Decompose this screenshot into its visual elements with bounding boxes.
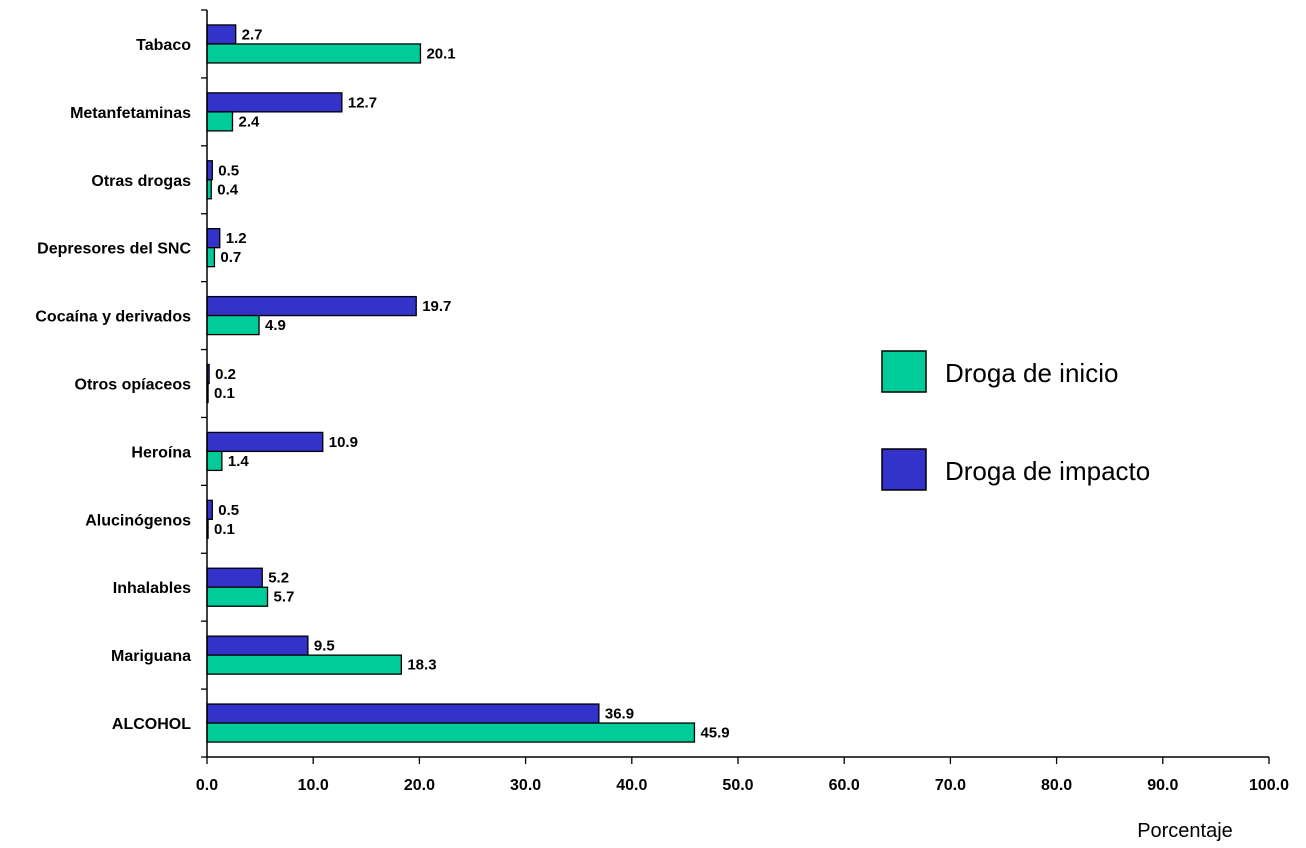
- x-axis-title: Porcentaje: [1137, 820, 1233, 842]
- bar-droga-de-inicio-mariguana: [206, 654, 402, 675]
- x-tick-label: 50.0: [722, 777, 753, 794]
- value-label-droga-de-impacto-heroina: 10.9: [329, 434, 358, 451]
- x-tick-label: 60.0: [829, 777, 860, 794]
- category-label-heroina: Heroína: [131, 444, 191, 461]
- x-tick-label: 20.0: [404, 777, 435, 794]
- value-label-droga-de-inicio-tabaco: 20.1: [426, 45, 455, 62]
- category-label-cocaina-y-derivados: Cocaína y derivados: [35, 309, 191, 326]
- value-label-droga-de-impacto-otras-drogas: 0.5: [218, 162, 239, 179]
- bar-droga-de-inicio-heroina: [206, 450, 223, 472]
- legend-label-droga-de-impacto: Droga de impacto: [945, 456, 1150, 486]
- bar-droga-de-impacto-cocaina-y-derivados: [206, 295, 417, 317]
- value-label-droga-de-inicio-alucinogenos: 0.1: [214, 521, 235, 538]
- value-label-droga-de-impacto-alucinogenos: 0.5: [218, 502, 239, 519]
- bar-droga-de-inicio-metanfetaminas: [206, 111, 234, 132]
- category-label-otras-drogas: Otras drogas: [91, 173, 191, 190]
- category-label-alcohol: ALCOHOL: [112, 716, 191, 733]
- category-label-alucinogenos: Alucinógenos: [85, 512, 191, 529]
- value-label-droga-de-inicio-cocaina-y-derivados: 4.9: [265, 317, 286, 334]
- value-label-droga-de-inicio-depresores-del-snc: 0.7: [220, 249, 241, 266]
- x-tick-label: 90.0: [1147, 777, 1178, 794]
- legend: Droga de inicio Droga de impacto: [881, 350, 1150, 491]
- bar-droga-de-impacto-alcohol: [206, 703, 600, 724]
- value-label-droga-de-impacto-tabaco: 2.7: [242, 26, 263, 43]
- value-label-droga-de-inicio-metanfetaminas: 2.4: [238, 113, 260, 130]
- value-label-droga-de-impacto-inhalables: 5.2: [268, 570, 289, 587]
- value-label-droga-de-inicio-otras-drogas: 0.4: [217, 181, 239, 198]
- category-label-mariguana: Mariguana: [111, 648, 191, 665]
- category-label-depresores-del-snc: Depresores del SNC: [37, 241, 191, 258]
- value-label-droga-de-inicio-heroina: 1.4: [228, 453, 250, 470]
- axis-layer: [201, 9, 1270, 764]
- value-label-droga-de-impacto-metanfetaminas: 12.7: [348, 94, 377, 111]
- value-label-droga-de-inicio-mariguana: 18.3: [407, 657, 436, 674]
- x-tick-label: 40.0: [616, 777, 647, 794]
- bar-droga-de-impacto-inhalables: [206, 567, 263, 588]
- value-label-droga-de-impacto-mariguana: 9.5: [314, 638, 335, 655]
- bars-layer: [206, 24, 696, 743]
- value-label-droga-de-inicio-otros-opiaceos: 0.1: [214, 385, 235, 402]
- value-label-droga-de-impacto-cocaina-y-derivados: 19.7: [422, 298, 451, 315]
- labels-layer: Tabaco 2.7 20.1 Metanfetaminas 12.7 2.4 Otras …: [35, 26, 1289, 794]
- bar-droga-de-inicio-inhalables: [206, 586, 269, 607]
- x-tick-label: 0.0: [196, 777, 218, 794]
- bar-droga-de-inicio-depresores-del-snc: [206, 247, 216, 268]
- bar-droga-de-impacto-alucinogenos: [206, 499, 213, 520]
- bar-droga-de-impacto-depresores-del-snc: [206, 228, 221, 249]
- category-label-tabaco: Tabaco: [136, 37, 191, 54]
- value-label-droga-de-inicio-inhalables: 5.7: [274, 589, 295, 606]
- category-label-otros-opiaceos: Otros opíaceos: [75, 377, 192, 394]
- value-label-droga-de-impacto-depresores-del-snc: 1.2: [226, 230, 247, 247]
- x-tick-label: 10.0: [298, 777, 329, 794]
- bar-droga-de-impacto-tabaco: [206, 24, 237, 45]
- category-label-inhalables: Inhalables: [113, 580, 191, 597]
- bar-droga-de-inicio-alcohol: [206, 722, 696, 743]
- bar-droga-de-impacto-mariguana: [206, 635, 309, 656]
- x-tick-label: 80.0: [1041, 777, 1072, 794]
- x-tick-label: 30.0: [510, 777, 541, 794]
- bar-droga-de-inicio-cocaina-y-derivados: [206, 314, 260, 336]
- legend-swatch-droga-de-impacto: [881, 448, 927, 491]
- bar-droga-de-impacto-otras-drogas: [206, 160, 213, 181]
- bar-droga-de-impacto-metanfetaminas: [206, 92, 343, 113]
- category-label-metanfetaminas: Metanfetaminas: [70, 105, 191, 122]
- value-label-droga-de-inicio-alcohol: 45.9: [700, 725, 729, 742]
- value-label-droga-de-impacto-otros-opiaceos: 0.2: [215, 366, 236, 383]
- legend-swatch-droga-de-inicio: [881, 350, 927, 393]
- bar-droga-de-inicio-tabaco: [206, 43, 422, 64]
- bar-droga-de-impacto-heroina: [206, 431, 324, 453]
- x-tick-label: 100.0: [1249, 777, 1289, 794]
- x-tick-label: 70.0: [935, 777, 966, 794]
- legend-label-droga-de-inicio: Droga de inicio: [945, 358, 1118, 388]
- value-label-droga-de-impacto-alcohol: 36.9: [605, 706, 634, 723]
